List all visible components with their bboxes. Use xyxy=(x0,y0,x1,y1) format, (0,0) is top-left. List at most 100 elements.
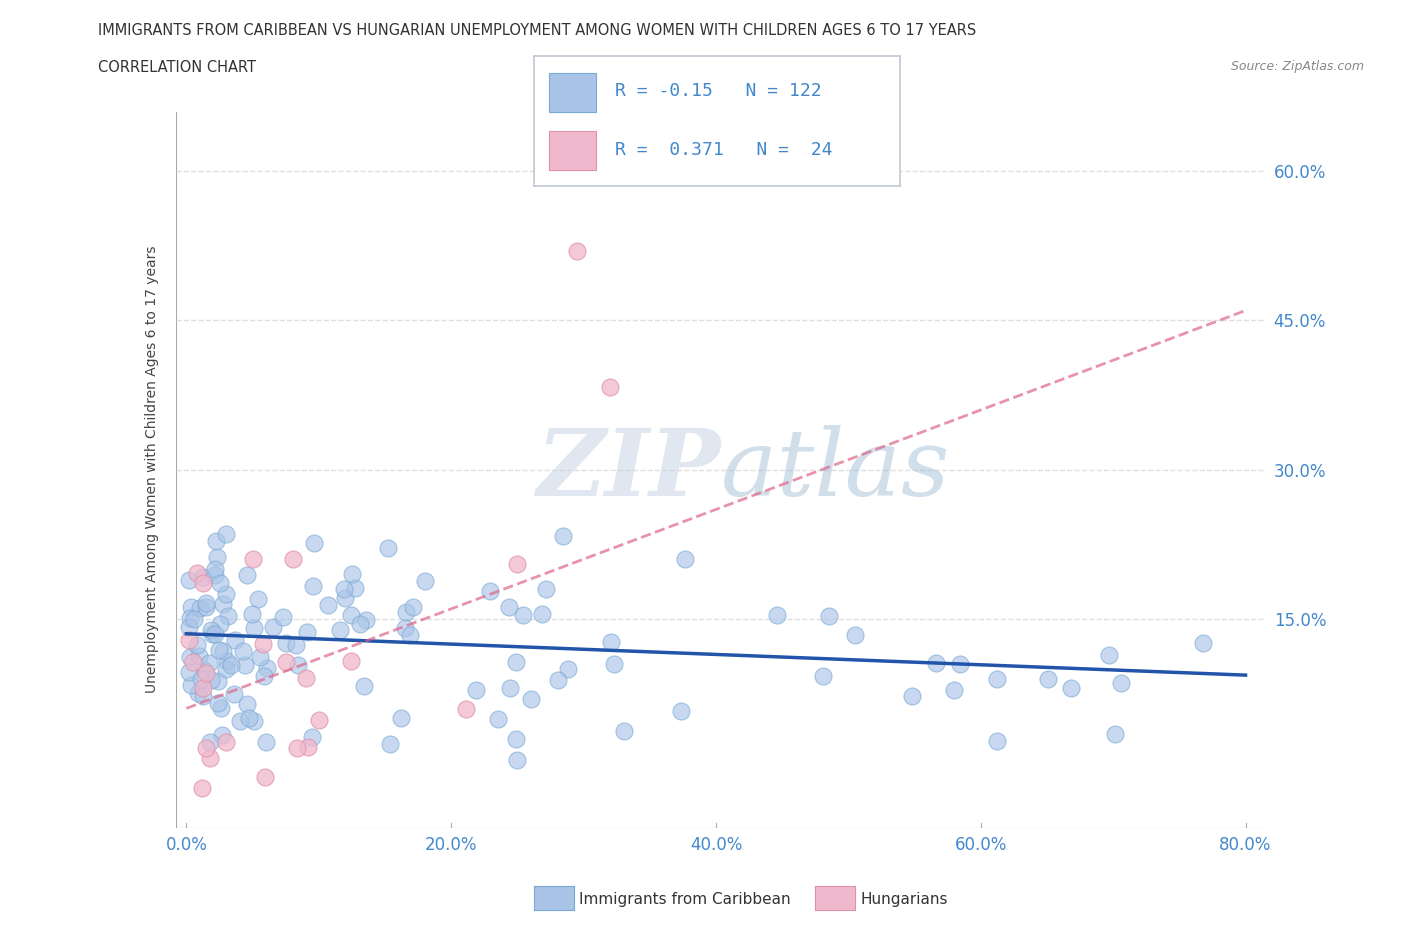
Point xyxy=(233,658,256,672)
Point xyxy=(179,610,201,625)
Point xyxy=(187,685,209,700)
Point xyxy=(297,739,319,754)
Point xyxy=(204,568,226,583)
Point xyxy=(547,673,569,688)
Point xyxy=(209,701,232,716)
Point xyxy=(204,627,226,642)
Point xyxy=(193,662,215,677)
Point xyxy=(177,619,200,634)
Point xyxy=(599,379,621,394)
Point xyxy=(177,573,200,588)
Point xyxy=(817,608,839,623)
Point xyxy=(186,565,208,580)
Point xyxy=(243,620,266,635)
Point xyxy=(224,632,246,647)
Point xyxy=(486,711,509,726)
Point xyxy=(673,551,696,566)
Point xyxy=(212,644,235,658)
Point xyxy=(217,608,239,623)
Point xyxy=(215,526,238,541)
Text: Immigrants from Caribbean: Immigrants from Caribbean xyxy=(579,892,792,907)
Point xyxy=(302,578,325,593)
Point xyxy=(302,536,325,551)
Point xyxy=(766,607,789,622)
Point xyxy=(208,617,231,631)
Point xyxy=(180,600,202,615)
Point xyxy=(340,653,363,668)
Point xyxy=(191,569,214,584)
Point xyxy=(340,566,363,581)
Point xyxy=(253,769,276,784)
Point xyxy=(813,669,835,684)
Point xyxy=(200,734,222,749)
Point xyxy=(242,551,264,566)
Point xyxy=(415,574,437,589)
Text: R =  0.371   N =  24: R = 0.371 N = 24 xyxy=(614,140,832,158)
Point xyxy=(191,576,214,591)
Point xyxy=(188,600,211,615)
Point xyxy=(512,608,534,623)
Point xyxy=(276,635,298,650)
Point xyxy=(228,713,250,728)
Point xyxy=(553,529,575,544)
Point xyxy=(215,735,238,750)
Point xyxy=(465,683,488,698)
Point xyxy=(354,613,377,628)
Point xyxy=(211,728,233,743)
Point xyxy=(249,649,271,664)
Point xyxy=(193,681,215,696)
Point xyxy=(208,643,231,658)
Point xyxy=(301,730,323,745)
Point xyxy=(183,611,205,626)
Point xyxy=(1060,680,1083,695)
Point xyxy=(353,678,375,693)
Point xyxy=(186,637,208,652)
Point xyxy=(242,713,264,728)
Point xyxy=(333,581,356,596)
Point xyxy=(222,687,245,702)
Text: Hungarians: Hungarians xyxy=(860,892,948,907)
Point xyxy=(986,734,1008,749)
Point xyxy=(198,656,221,671)
Point xyxy=(240,606,263,621)
Point xyxy=(1109,675,1132,690)
Point xyxy=(506,752,529,767)
Point xyxy=(294,671,316,685)
Point xyxy=(190,780,212,795)
Point xyxy=(236,568,259,583)
Text: CORRELATION CHART: CORRELATION CHART xyxy=(98,60,256,75)
Point xyxy=(204,534,226,549)
Bar xyxy=(548,73,596,112)
Point xyxy=(531,606,554,621)
Point xyxy=(252,636,274,651)
Point xyxy=(1036,671,1059,686)
Point xyxy=(209,576,232,591)
Text: R = -0.15   N = 122: R = -0.15 N = 122 xyxy=(614,82,821,100)
Point xyxy=(221,658,243,672)
Point xyxy=(281,551,304,566)
Point xyxy=(205,550,228,565)
Point xyxy=(900,689,922,704)
Point xyxy=(179,632,201,647)
Point xyxy=(188,648,211,663)
Point xyxy=(844,628,866,643)
Point xyxy=(536,582,558,597)
Bar xyxy=(548,131,596,170)
Text: atlas: atlas xyxy=(721,425,950,514)
Point xyxy=(669,704,692,719)
Point xyxy=(505,732,527,747)
Point xyxy=(925,656,948,671)
Point xyxy=(520,692,543,707)
Point xyxy=(506,557,529,572)
Point xyxy=(179,665,201,680)
Point xyxy=(235,697,257,711)
Point xyxy=(181,655,204,670)
Point xyxy=(349,617,371,631)
Point xyxy=(329,622,352,637)
Point xyxy=(200,622,222,637)
Point xyxy=(180,677,202,692)
Point xyxy=(193,688,215,703)
Point xyxy=(194,595,217,610)
Point xyxy=(194,665,217,680)
Point xyxy=(378,737,401,751)
